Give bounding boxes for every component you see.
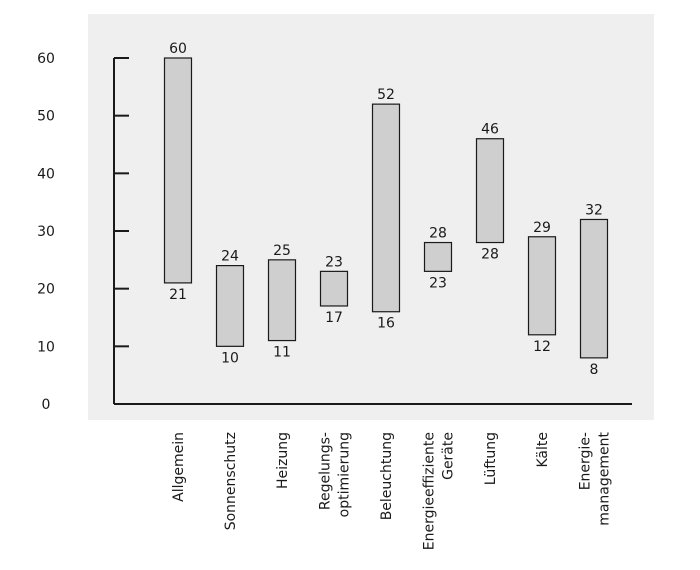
range-bar — [579, 218, 609, 359]
category-label: Kälte — [535, 432, 551, 468]
bar-low-label: 21 — [169, 287, 187, 303]
range-bar — [371, 103, 401, 313]
y-tick-label: 50 — [37, 109, 55, 125]
axes — [113, 57, 632, 405]
bar-low-label: 16 — [377, 316, 395, 332]
y-tick-label: 20 — [37, 282, 55, 298]
bar-low-label: 11 — [273, 345, 291, 361]
bar-high-label: 60 — [169, 41, 187, 57]
bar-high-label: 24 — [221, 249, 239, 265]
range-bar — [423, 241, 453, 272]
bar-low-label: 12 — [533, 339, 551, 355]
bar-low-label: 8 — [590, 362, 599, 378]
range-bar — [319, 270, 349, 307]
category-label: Regelungs- — [318, 432, 334, 510]
range-bar — [267, 259, 297, 342]
bars — [163, 57, 609, 359]
bar-high-label: 32 — [585, 202, 603, 218]
y-tick-labels: 0 10 20 30 40 50 60 — [37, 51, 55, 413]
range-bar — [215, 265, 245, 347]
y-tick-label: 0 — [42, 397, 51, 413]
category-label: Sonnenschutz — [223, 432, 239, 530]
category-label: Energie- — [578, 432, 594, 490]
y-tick-label: 30 — [37, 224, 55, 240]
category-labels: Allgemein Sonnenschutz Heizung Regelungs-op… — [171, 432, 613, 551]
category-label: Heizung — [275, 432, 291, 489]
bar-low-label: 28 — [481, 247, 499, 263]
bar-high-label: 52 — [377, 87, 395, 103]
category-label: Geräte — [441, 432, 457, 480]
bar-high-label: 46 — [481, 122, 499, 138]
bar-high-label: 23 — [325, 254, 343, 270]
category-label: Lüftung — [483, 432, 499, 485]
y-tick-label: 40 — [37, 166, 55, 182]
category-label: management — [597, 432, 613, 526]
bar-high-label: 29 — [533, 220, 551, 236]
bar-high-label: 25 — [273, 243, 291, 259]
range-bar — [475, 138, 505, 244]
category-label: Allgemein — [171, 432, 187, 502]
range-bar — [527, 236, 557, 336]
category-label: Energieeffiziente — [422, 432, 438, 550]
bar-low-label: 23 — [429, 275, 447, 291]
value-labels: 60 21 24 10 25 11 23 17 52 16 28 23 46 28 29 12 32 8 — [169, 41, 603, 378]
bar-high-label: 28 — [429, 226, 447, 242]
y-tick-label: 60 — [37, 51, 55, 67]
range-bar — [163, 57, 193, 284]
bar-low-label: 17 — [325, 310, 343, 326]
y-tick-label: 10 — [37, 339, 55, 355]
bar-low-label: 10 — [221, 350, 239, 366]
category-label: optimierung — [337, 432, 353, 517]
category-label: Beleuchtung — [379, 432, 395, 520]
